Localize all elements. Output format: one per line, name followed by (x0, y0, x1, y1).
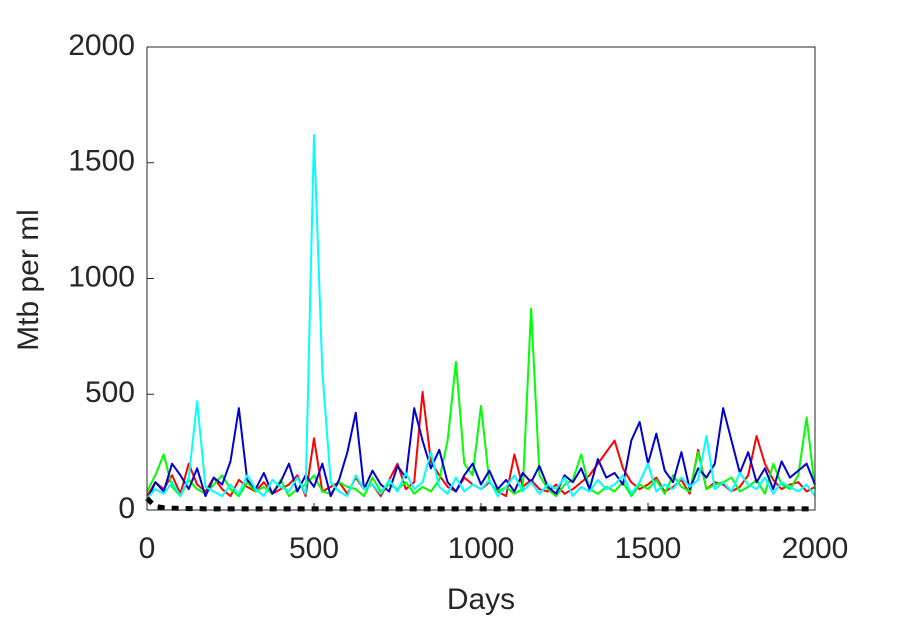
y-tick-label: 2000 (68, 29, 135, 62)
y-tick-label: 1500 (68, 145, 135, 178)
x-tick-label: 1000 (448, 532, 515, 565)
x-tick-label: 0 (139, 532, 156, 565)
x-tick-label: 2000 (782, 532, 849, 565)
y-tick-label: 1000 (68, 260, 135, 293)
plot-box (146, 46, 816, 511)
series-line (146, 133, 816, 500)
x-tick-label: 500 (289, 532, 339, 565)
y-tick-label: 500 (85, 376, 135, 409)
series-line (146, 407, 816, 502)
x-tick-label: 1500 (615, 532, 682, 565)
series-line (146, 307, 816, 498)
y-tick-label: 0 (118, 492, 135, 525)
y-axis-label: Mtb per ml (12, 209, 45, 351)
x-axis-label: Days (447, 583, 515, 616)
